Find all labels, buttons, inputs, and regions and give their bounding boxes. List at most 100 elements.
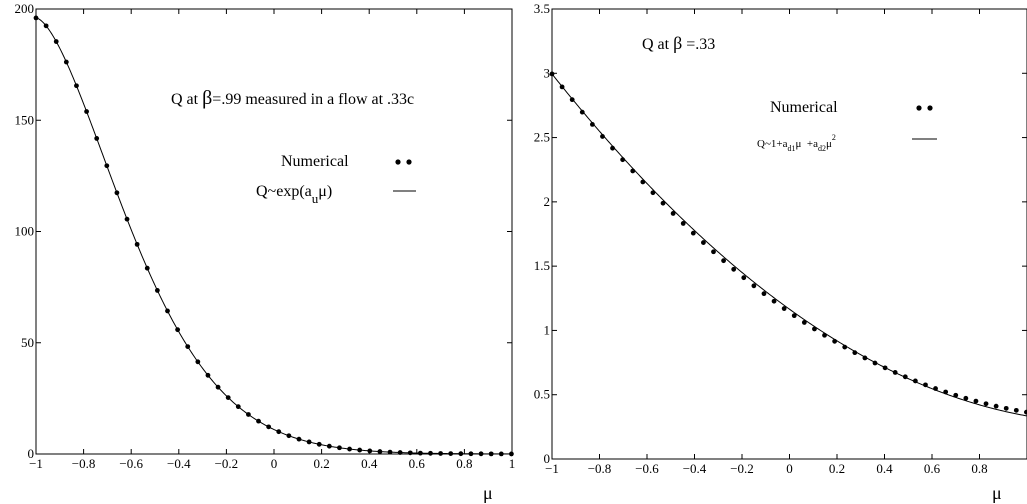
left-numerical-point [478,451,484,457]
right-numerical-point [630,168,636,174]
left-numerical-point [246,412,251,417]
left-chart: −1 −0.8 −0.6 −0.4 −0.2 0 0.2 0.4 0.6 0.8 1 0 50 100 15… [15,1,516,503]
left-numerical-point [337,445,342,451]
left-numerical-point [104,163,110,169]
left-fit-curve [35,17,512,455]
left-numerical-point [377,449,383,454]
right-numerical-point [1003,405,1009,411]
left-numerical-point [458,451,464,457]
right-numerical-point [953,392,959,398]
right-numerical-point [872,360,878,366]
right-numerical-point [973,398,979,404]
right-ticks [551,8,1027,460]
left-numerical-point [63,59,69,65]
right-chart: −1 −0.8 −0.6 −0.4 −0.2 0 0.2 0.4 0.6 0.8 0 0.5 1 1.5 2… [534,1,1027,503]
right-legend-fit-label: Q~1+ad1μ +ad2μ2 [757,133,836,153]
left-numerical-point [367,448,373,454]
right-annotation-beta: β [673,33,682,53]
left-numerical-point [316,441,322,447]
left-x-tick-label: 0.2 [313,456,329,471]
right-x-tick-label: −0.4 [683,461,707,476]
right-numerical-point [801,320,807,325]
right-y-tick-label: 1 [544,322,551,337]
left-y-tick-label: 200 [15,1,35,16]
right-numerical-point [993,403,999,409]
left-tick-labels: −1 −0.8 −0.6 −0.4 −0.2 0 0.2 0.4 0.6 0.8 1 0 50 100 15… [15,1,516,471]
left-numerical-point [468,451,474,457]
right-y-tick-label: 0.5 [534,387,550,402]
left-plot-frame [35,8,513,455]
left-numerical-point [306,439,312,445]
left-numerical-point [33,15,39,21]
left-x-tick-label: −0.2 [215,456,239,471]
right-numerical-point [579,109,585,115]
right-x-tick-label: 0 [786,461,793,476]
left-numerical-point [84,109,89,114]
right-numerical-point [741,275,747,281]
right-numerical-point [569,97,575,103]
right-numerical-point [812,326,817,332]
right-y-tick-label: 3 [544,65,551,80]
left-numerical-point [53,39,59,44]
left-numerical-point [154,288,160,293]
left-numerical-point [94,136,100,141]
right-fit-curve-group [551,73,1027,417]
right-numerical-point [589,122,595,127]
right-numerical-point [1024,409,1027,415]
left-x-tick-label: −0.6 [119,456,143,471]
left-numerical-point [286,433,292,439]
right-annotation: Q at β =.33 [642,33,715,53]
left-numerical-point [498,451,504,457]
left-legend-dot [395,159,401,165]
left-numerical-point [387,449,393,455]
left-legend-numerical-label: Numerical [281,153,349,170]
right-x-tick-label: −0.6 [635,461,659,476]
left-legend-fit-label: Q~exp(auμ) [256,183,332,206]
right-numerical-point [751,283,757,289]
left-x-tick-label: −1 [29,456,43,471]
left-numerical-point [124,216,130,222]
right-numerical-point [680,221,686,226]
right-numerical-point [963,395,969,401]
left-numerical-point [215,384,221,390]
right-tick-labels: −1 −0.8 −0.6 −0.4 −0.2 0 0.2 0.4 0.6 0.8 0 0.5 1 1.5 2… [534,1,988,476]
right-numerical-point [842,344,848,350]
right-numerical-point [943,389,949,395]
left-numerical-point [43,23,49,29]
right-numerical-point [640,179,646,185]
right-numerical-point [882,365,888,371]
right-numerical-point [610,145,615,151]
right-x-tick-label: 0.8 [971,461,987,476]
left-numerical-point [428,450,433,456]
right-numerical-point [670,211,676,216]
left-legend-dot [406,159,412,165]
left-numerical-point [74,83,79,89]
right-numerical-point [660,200,666,206]
left-numerical-point [488,451,494,457]
left-x-axis-title: μ [483,483,493,503]
left-x-tick-label: −0.4 [167,456,191,471]
right-y-tick-label: 2.5 [534,130,550,145]
right-numerical-point [711,249,716,255]
right-numerical-point [983,401,989,407]
left-numerical-point [235,404,241,410]
left-numerical-point [144,265,150,271]
left-numerical-point [185,344,191,350]
left-x-tick-label: 0 [271,456,278,471]
right-legend-numerical-label: Numerical [770,99,838,116]
left-numerical-point [407,450,413,456]
left-annotation-beta: β [202,87,212,109]
right-x-tick-label: 0.2 [829,461,845,476]
right-numerical-point [902,374,908,380]
left-numerical-point [266,424,272,430]
left-x-tick-label: 0.4 [361,456,378,471]
left-numerical-point [195,359,201,365]
right-numerical-point [912,378,918,384]
left-numerical-point [417,450,423,456]
right-x-tick-label: 0.6 [924,461,941,476]
left-numerical-point [114,190,120,196]
right-y-tick-label: 1.5 [534,258,550,273]
right-numerical-dots [549,71,1027,415]
right-numerical-point [731,266,737,272]
